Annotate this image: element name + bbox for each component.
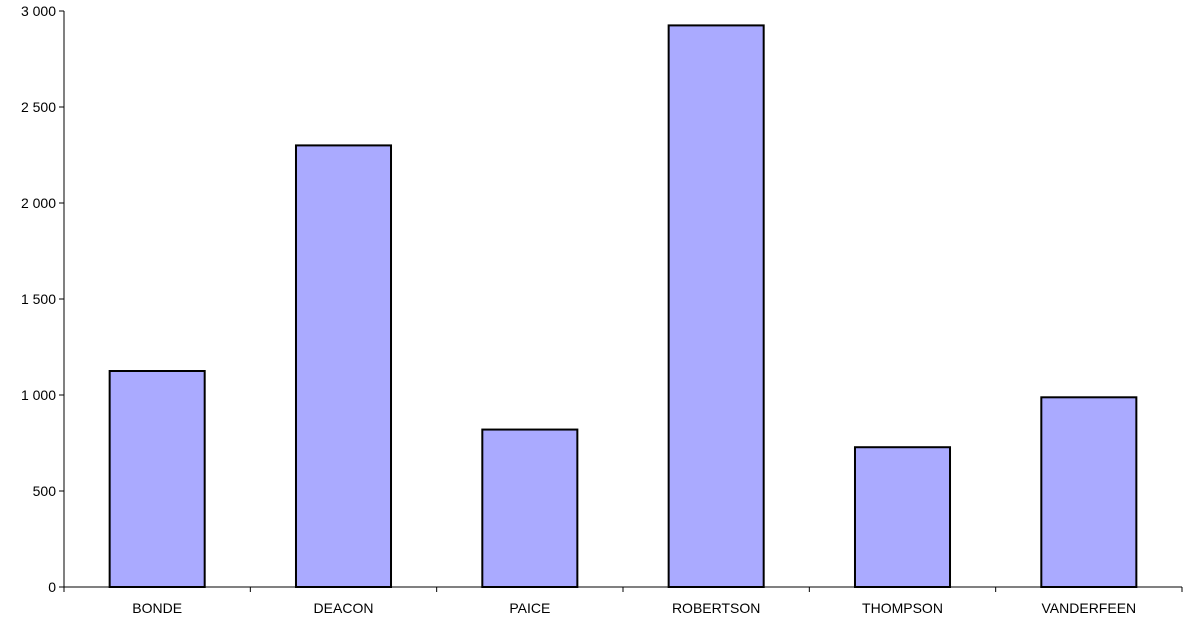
x-category-label: DEACON <box>314 600 374 616</box>
x-category-label: BONDE <box>132 600 182 616</box>
x-axis-ticks: BONDE DEACON PAICE ROBERTSON THOMPSON VANDERF… <box>64 587 1182 616</box>
x-category-label: THOMPSON <box>862 600 943 616</box>
bar-paice <box>482 430 577 587</box>
bar-deacon <box>296 145 391 587</box>
y-tick-label: 2 000 <box>21 195 56 211</box>
bar-robertson <box>669 25 764 587</box>
x-category-label: PAICE <box>509 600 550 616</box>
y-tick-label: 500 <box>33 483 57 499</box>
bar-vanderfeen <box>1041 397 1136 587</box>
x-category-label: ROBERTSON <box>672 600 760 616</box>
y-tick-label: 1 000 <box>21 387 56 403</box>
y-tick-label: 2 500 <box>21 99 56 115</box>
y-tick-label: 1 500 <box>21 291 56 307</box>
bar-bonde <box>110 371 205 587</box>
y-tick-label: 0 <box>48 579 56 595</box>
bar-thompson <box>855 447 950 587</box>
x-category-label: VANDERFEEN <box>1042 600 1137 616</box>
y-tick-label: 3 000 <box>21 3 56 19</box>
bars-group <box>110 25 1137 587</box>
y-axis-ticks: 0 500 1 000 1 500 2 000 2 500 3 000 <box>21 3 64 595</box>
